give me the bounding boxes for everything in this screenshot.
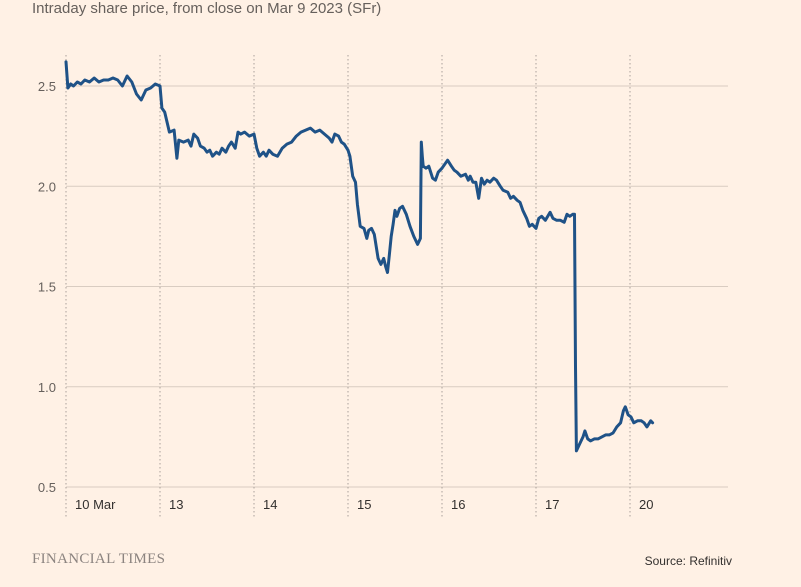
y-tick-label: 1.5 (38, 280, 56, 295)
x-tick-label: 13 (169, 497, 183, 512)
x-tick-label: 15 (357, 497, 371, 512)
x-tick-label: 20 (639, 497, 653, 512)
y-tick-label: 2.5 (38, 79, 56, 94)
vertical-gridlines (65, 55, 631, 517)
ft-logo: FINANCIAL TIMES (32, 551, 166, 567)
price-series-line (64, 60, 655, 453)
chart-subtitle: Intraday share price, from close on Mar … (32, 0, 382, 17)
y-tick-label: 0.5 (38, 480, 56, 495)
y-axis-labels: 0.5 1.0 1.5 2.0 2.5 (38, 79, 56, 495)
y-tick-label: 1.0 (38, 380, 56, 395)
x-tick-label: 16 (451, 497, 465, 512)
x-tick-label: 14 (263, 497, 277, 512)
y-tick-label: 2.0 (38, 179, 56, 194)
source-note: Source: Refinitiv (644, 554, 732, 568)
x-axis: 10 Mar 13 14 15 16 17 20 (75, 497, 653, 512)
horizontal-gridlines (66, 85, 728, 488)
x-tick-label: 17 (545, 497, 559, 512)
x-tick-label: 10 Mar (75, 497, 116, 512)
